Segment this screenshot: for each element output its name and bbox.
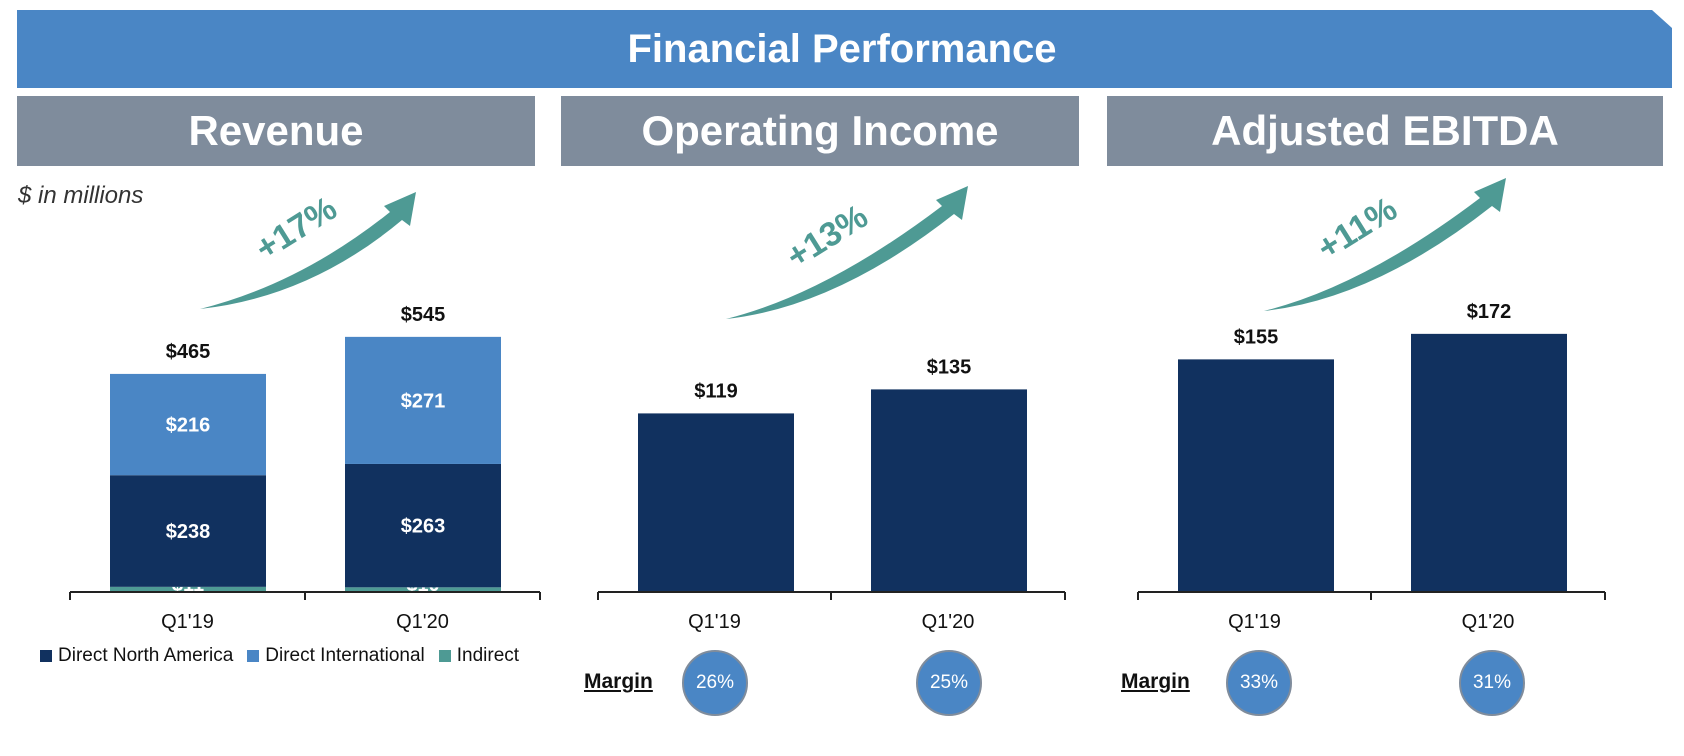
revenue-total-label: $545 <box>401 304 446 326</box>
legend-swatch <box>40 650 52 662</box>
legend-item: Direct North America <box>40 645 233 667</box>
legend-label: Direct North America <box>58 645 234 666</box>
legend-label: Direct International <box>265 645 425 666</box>
operating-margin-q1-20: 25% <box>916 650 982 716</box>
operating-income-tick-label: Q1'19 <box>688 611 741 633</box>
legend-label: Indirect <box>456 645 520 666</box>
revenue-bar-segment-indirect <box>110 586 266 592</box>
revenue-segment-label: $238 <box>166 521 211 543</box>
legend-item: Direct International <box>247 645 425 667</box>
adjusted-ebitda-tick-label: Q1'19 <box>1228 611 1281 633</box>
page-title: Financial Performance <box>627 26 1057 71</box>
ebitda-margin-q1-19: 33% <box>1226 650 1292 716</box>
operating-income-value-label: $135 <box>927 356 972 378</box>
revenue-growth-arrow <box>200 192 416 309</box>
operating-income-bar <box>638 413 794 592</box>
adjusted-ebitda-value-label: $172 <box>1467 301 1512 323</box>
operating-income-bar <box>871 389 1027 592</box>
adjusted-ebitda-growth-arrow <box>1264 178 1506 311</box>
revenue-bar-segment-direct-north-america <box>110 475 266 587</box>
adjusted-ebitda-bar <box>1411 333 1567 592</box>
adjusted-ebitda-tick-label: Q1'20 <box>1462 611 1515 633</box>
revenue-bar-segment-indirect <box>345 587 501 592</box>
operating-income-value-label: $119 <box>694 380 737 402</box>
operating-income-header: Operating Income <box>561 96 1079 166</box>
banner-shape <box>17 10 1672 88</box>
revenue-segment-label: $263 <box>401 516 446 538</box>
operating-income-growth-arrow <box>726 186 968 319</box>
adjusted-ebitda-header: Adjusted EBITDA <box>1107 96 1663 166</box>
revenue-bar-segment-direct-north-america <box>345 463 501 588</box>
revenue-bar-segment-direct-international <box>110 373 266 476</box>
ebitda-margin-label: Margin <box>1121 670 1190 693</box>
revenue-header: Revenue <box>17 96 535 166</box>
revenue-bar-segment-direct-international <box>345 336 501 464</box>
revenue-tick-label: Q1'19 <box>161 611 214 633</box>
adjusted-ebitda-value-label: $155 <box>1234 326 1279 348</box>
operating-margin-label: Margin <box>584 670 653 693</box>
revenue-total-label: $465 <box>166 341 211 363</box>
legend-swatch <box>247 650 260 662</box>
units-note: $ in millions <box>18 182 144 209</box>
revenue-segment-label: $271 <box>401 390 446 412</box>
operating-income-tick-label: Q1'20 <box>922 611 975 633</box>
revenue-legend: Direct North America Direct Internationa… <box>40 645 519 667</box>
ebitda-margin-q1-20: 31% <box>1459 650 1525 716</box>
operating-margin-q1-19: 26% <box>682 650 748 716</box>
adjusted-ebitda-growth-label: +11% <box>1311 190 1404 268</box>
revenue-segment-label: $216 <box>166 415 211 437</box>
revenue-tick-label: Q1'20 <box>396 611 449 633</box>
legend-item: Indirect <box>438 645 520 667</box>
adjusted-ebitda-bar <box>1178 359 1334 592</box>
legend-swatch <box>438 650 451 662</box>
